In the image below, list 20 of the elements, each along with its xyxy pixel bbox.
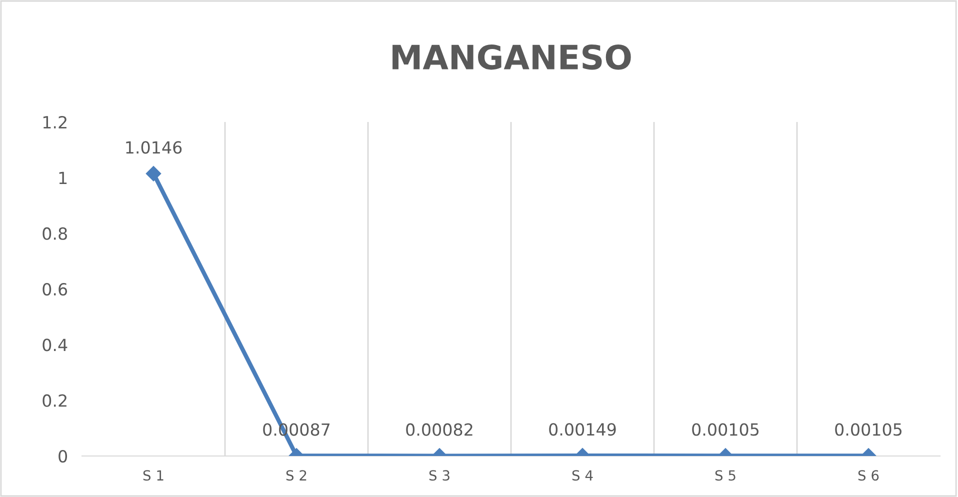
y-tick-label: 1.2	[43, 116, 66, 128]
data-label: 0.00105	[835, 423, 902, 436]
point	[146, 166, 162, 182]
x-tick-label: S 3	[429, 470, 450, 481]
chart-title: MANGANESO	[392, 44, 631, 70]
x-tick-label: S 5	[715, 470, 736, 481]
y-tick-label: 1	[59, 172, 67, 184]
data-label: 0.00105	[692, 423, 759, 436]
x-tick-label: S 1	[143, 470, 164, 481]
x-tick-label: S 2	[286, 470, 306, 481]
data-label: 1.0146	[126, 141, 182, 154]
x-tick-label: S 6	[858, 470, 879, 481]
x-tick-label: S 4	[572, 470, 593, 481]
y-tick-label: 0	[58, 450, 68, 463]
y-tick-label: 0.6	[42, 282, 68, 296]
y-tick-label: 0.4	[42, 338, 68, 352]
y-tick-label: 0.2	[42, 394, 66, 407]
data-label: 0.00149	[549, 423, 616, 436]
y-tick-label: 0.8	[42, 227, 67, 240]
data-label: 0.00082	[406, 423, 472, 436]
